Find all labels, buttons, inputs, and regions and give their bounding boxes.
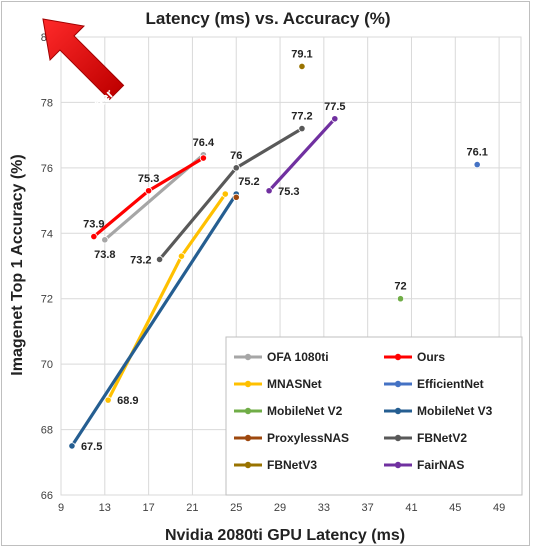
data-labels: 73.9 73.8 75.3 76.4 73.2 76 77.2 75.2 79.1 77.5 75… (81, 48, 488, 452)
point-efficientnet (473, 160, 481, 169)
x-axis-label: Nvidia 2080ti GPU Latency (ms) (165, 527, 405, 544)
data-label: 73.9 (83, 219, 104, 231)
y-tick-label: 76 (41, 163, 53, 175)
data-label: 67.5 (81, 441, 102, 453)
point-mnasnet (177, 252, 186, 260)
data-label: 76.4 (193, 137, 215, 149)
point-mobilenet-v2 (396, 295, 405, 303)
legend-marker-mnasnet (244, 380, 252, 388)
legend-entry-efficientnet: EfficientNet (417, 377, 484, 391)
data-label: 79.1 (291, 48, 312, 60)
point-proxylessnas (232, 193, 240, 201)
legend-entry-fairnas: FairNAS (417, 458, 464, 472)
data-label: 72 (394, 281, 406, 293)
legend-entry-mobilenet-v3: MobileNet V3 (417, 404, 493, 418)
point-ours (90, 232, 98, 241)
x-tick-label: 33 (318, 502, 330, 514)
legend-marker-ofa-1080ti (244, 353, 252, 361)
y-tick-label: 74 (41, 228, 53, 240)
y-tick-label: 70 (41, 359, 53, 371)
point-ofa-1080ti (101, 236, 109, 244)
arrow-body (42, 18, 125, 101)
better-arrow-shape (42, 18, 125, 101)
x-tick-label: 25 (230, 502, 242, 514)
point-ours (199, 154, 207, 162)
chart-title: Latency (ms) vs. Accuracy (%) (145, 9, 390, 28)
x-tick-label: 49 (493, 502, 505, 514)
better-annotation: Better (79, 86, 116, 123)
legend-entry-ours: Ours (417, 350, 445, 364)
legend-box (225, 336, 523, 496)
data-label: 77.2 (291, 111, 312, 123)
data-label: 76 (230, 150, 242, 162)
legend-marker-mobilenet-v3 (394, 407, 402, 415)
legend-marker-ours (394, 353, 402, 361)
legend: OFA 1080ti Ours MNASNet EfficientNet MobileN… (225, 336, 523, 496)
legend-entry-mobilenet-v2: MobileNet V2 (267, 404, 343, 418)
legend-marker-fbnetv3 (244, 461, 252, 469)
legend-marker-proxylessnas (244, 434, 252, 442)
x-tick-label: 17 (142, 502, 154, 514)
legend-entry-mnasnet: MNASNet (267, 377, 322, 391)
point-fbnetv2 (298, 125, 306, 133)
point-ours (145, 187, 153, 195)
data-label: 68.9 (117, 395, 138, 407)
legend-marker-fbnetv2 (394, 434, 402, 442)
point-fbnetv2 (232, 164, 240, 172)
y-tick-label: 72 (41, 294, 53, 306)
x-tick-label: 21 (186, 502, 198, 514)
legend-entry-fbnetv3: FBNetV3 (267, 458, 317, 472)
point-fairnas (331, 115, 339, 123)
x-tick-label: 45 (449, 502, 461, 514)
data-label: 73.8 (94, 249, 115, 261)
x-tick-label: 13 (99, 502, 111, 514)
point-mnasnet (221, 190, 229, 198)
x-tick-label: 9 (58, 502, 64, 514)
y-tick-label: 66 (41, 490, 53, 502)
legend-marker-efficientnet (394, 380, 402, 388)
series-line-fairnas (267, 117, 336, 192)
data-label: 73.2 (130, 254, 151, 266)
legend-marker-mobilenet-v2 (244, 407, 252, 415)
data-label: 75.3 (278, 186, 299, 198)
data-label: 75.2 (238, 176, 259, 188)
data-label: 75.3 (138, 173, 159, 185)
series-line-mnasnet (106, 193, 227, 401)
point-fairnas (265, 187, 273, 195)
series-line-mobilenet-v3 (70, 193, 238, 447)
data-label: 77.5 (324, 101, 345, 113)
x-tick-label: 37 (362, 502, 374, 514)
point-fbnetv2 (155, 255, 164, 264)
y-tick-label: 78 (41, 97, 53, 109)
x-tick-label: 41 (405, 502, 417, 514)
point-mnasnet (104, 396, 112, 404)
legend-entry-fbnetv2: FBNetV2 (417, 431, 467, 445)
legend-entry-ofa-1080ti: OFA 1080ti (267, 350, 329, 364)
x-tick-label: 29 (274, 502, 286, 514)
y-tick-label: 68 (41, 425, 53, 437)
point-fbnetv3 (298, 62, 306, 71)
y-axis-label: Imagenet Top 1 Accuracy (%) (9, 154, 26, 375)
legend-marker-fairnas (394, 461, 402, 469)
data-label: 76.1 (466, 147, 487, 159)
point-mobilenet-v3 (68, 442, 76, 450)
legend-entry-proxylessnas: ProxylessNAS (267, 431, 349, 445)
series-layer (68, 62, 481, 450)
